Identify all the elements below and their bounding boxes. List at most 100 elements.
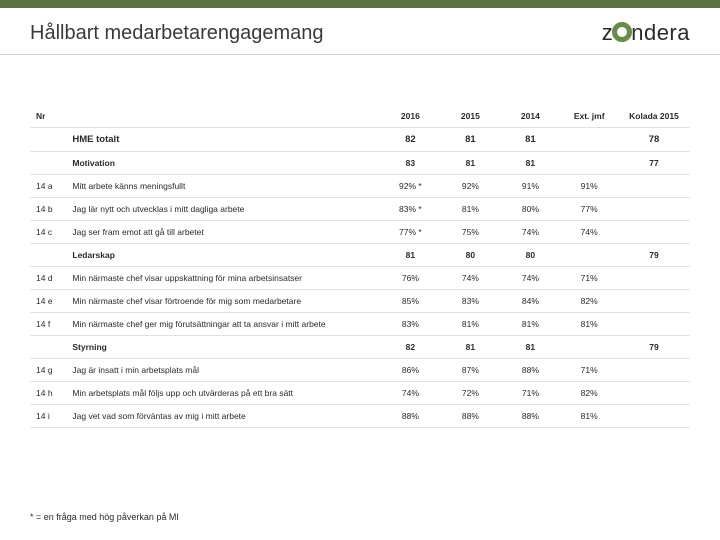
footnote: * = en fråga med hög påverkan på MI <box>30 512 179 522</box>
logo-text-post: ndera <box>631 20 690 46</box>
cell-nr <box>30 152 68 175</box>
table-row: 14 dMin närmaste chef visar uppskattning… <box>30 267 690 290</box>
cell-desc: Min arbetsplats mål följs upp och utvärd… <box>68 382 380 405</box>
table-row: 14 hMin arbetsplats mål följs upp och ut… <box>30 382 690 405</box>
header: Hållbart medarbetarengagemang zndera <box>0 8 720 50</box>
cell-ext <box>560 244 618 267</box>
cell-nr: 14 g <box>30 359 68 382</box>
cell-y2014: 81 <box>500 128 560 152</box>
col-2015: 2015 <box>440 105 500 128</box>
cell-ext <box>560 336 618 359</box>
cell-nr: 14 e <box>30 290 68 313</box>
cell-y2014: 81 <box>500 152 560 175</box>
cell-desc: Ledarskap <box>68 244 380 267</box>
cell-y2015: 72% <box>440 382 500 405</box>
cell-nr <box>30 244 68 267</box>
cell-kolada <box>618 221 690 244</box>
cell-y2016: 82 <box>380 336 440 359</box>
cell-ext <box>560 152 618 175</box>
table-body: HME totalt82818178Motivation8381817714 a… <box>30 128 690 428</box>
cell-ext <box>560 128 618 152</box>
table-row: 14 bJag lär nytt och utvecklas i mitt da… <box>30 198 690 221</box>
col-kolada: Kolada 2015 <box>618 105 690 128</box>
cell-kolada: 79 <box>618 244 690 267</box>
col-2016: 2016 <box>380 105 440 128</box>
cell-nr: 14 f <box>30 313 68 336</box>
cell-y2014: 71% <box>500 382 560 405</box>
cell-ext: 71% <box>560 359 618 382</box>
cell-y2016: 81 <box>380 244 440 267</box>
cell-y2016: 92% * <box>380 175 440 198</box>
cell-ext: 82% <box>560 290 618 313</box>
cell-desc: Jag ser fram emot att gå till arbetet <box>68 221 380 244</box>
cell-kolada <box>618 175 690 198</box>
table-row: 14 gJag är insatt i min arbetsplats mål8… <box>30 359 690 382</box>
table-row: 14 cJag ser fram emot att gå till arbete… <box>30 221 690 244</box>
cell-y2014: 81% <box>500 313 560 336</box>
table-row: 14 eMin närmaste chef visar förtroende f… <box>30 290 690 313</box>
cell-y2016: 86% <box>380 359 440 382</box>
table-row: 14 iJag vet vad som förväntas av mig i m… <box>30 405 690 428</box>
cell-y2014: 81 <box>500 336 560 359</box>
cell-y2016: 76% <box>380 267 440 290</box>
cell-kolada: 79 <box>618 336 690 359</box>
cell-y2015: 83% <box>440 290 500 313</box>
cell-y2014: 88% <box>500 405 560 428</box>
cell-desc: Min närmaste chef visar förtroende för m… <box>68 290 380 313</box>
cell-y2014: 80% <box>500 198 560 221</box>
cell-ext: 77% <box>560 198 618 221</box>
cell-y2015: 81% <box>440 198 500 221</box>
cell-nr: 14 i <box>30 405 68 428</box>
cell-desc: HME totalt <box>68 128 380 152</box>
cell-y2014: 74% <box>500 267 560 290</box>
cell-y2015: 75% <box>440 221 500 244</box>
cell-kolada <box>618 382 690 405</box>
cell-y2014: 88% <box>500 359 560 382</box>
cell-kolada: 77 <box>618 152 690 175</box>
table-row: 14 aMitt arbete känns meningsfullt92% *9… <box>30 175 690 198</box>
table-row: Motivation83818177 <box>30 152 690 175</box>
cell-nr <box>30 336 68 359</box>
col-desc <box>68 105 380 128</box>
cell-y2016: 77% * <box>380 221 440 244</box>
cell-nr: 14 a <box>30 175 68 198</box>
col-nr: Nr <box>30 105 68 128</box>
cell-y2015: 88% <box>440 405 500 428</box>
table-row: Styrning82818179 <box>30 336 690 359</box>
cell-y2014: 80 <box>500 244 560 267</box>
cell-kolada <box>618 405 690 428</box>
top-accent-bar <box>0 0 720 8</box>
cell-y2016: 74% <box>380 382 440 405</box>
cell-desc: Motivation <box>68 152 380 175</box>
cell-kolada: 78 <box>618 128 690 152</box>
cell-y2015: 92% <box>440 175 500 198</box>
cell-y2014: 91% <box>500 175 560 198</box>
brand-logo: zndera <box>602 20 690 46</box>
table-header-row: Nr 2016 2015 2014 Ext. jmf Kolada 2015 <box>30 105 690 128</box>
table-row: HME totalt82818178 <box>30 128 690 152</box>
cell-ext: 81% <box>560 313 618 336</box>
cell-y2016: 83% * <box>380 198 440 221</box>
page-title: Hållbart medarbetarengagemang <box>30 22 324 45</box>
cell-y2016: 83 <box>380 152 440 175</box>
cell-ext: 74% <box>560 221 618 244</box>
cell-y2015: 81 <box>440 336 500 359</box>
col-2014: 2014 <box>500 105 560 128</box>
cell-nr: 14 d <box>30 267 68 290</box>
cell-nr <box>30 128 68 152</box>
cell-y2015: 81 <box>440 128 500 152</box>
cell-y2016: 88% <box>380 405 440 428</box>
table-row: 14 fMin närmaste chef ger mig förutsättn… <box>30 313 690 336</box>
cell-desc: Min närmaste chef ger mig förutsättninga… <box>68 313 380 336</box>
cell-kolada <box>618 359 690 382</box>
cell-desc: Jag är insatt i min arbetsplats mål <box>68 359 380 382</box>
cell-desc: Jag vet vad som förväntas av mig i mitt … <box>68 405 380 428</box>
cell-kolada <box>618 313 690 336</box>
cell-desc: Mitt arbete känns meningsfullt <box>68 175 380 198</box>
cell-y2015: 81 <box>440 152 500 175</box>
cell-ext: 82% <box>560 382 618 405</box>
col-ext: Ext. jmf <box>560 105 618 128</box>
cell-ext: 91% <box>560 175 618 198</box>
hme-table: Nr 2016 2015 2014 Ext. jmf Kolada 2015 H… <box>30 105 690 428</box>
cell-ext: 81% <box>560 405 618 428</box>
